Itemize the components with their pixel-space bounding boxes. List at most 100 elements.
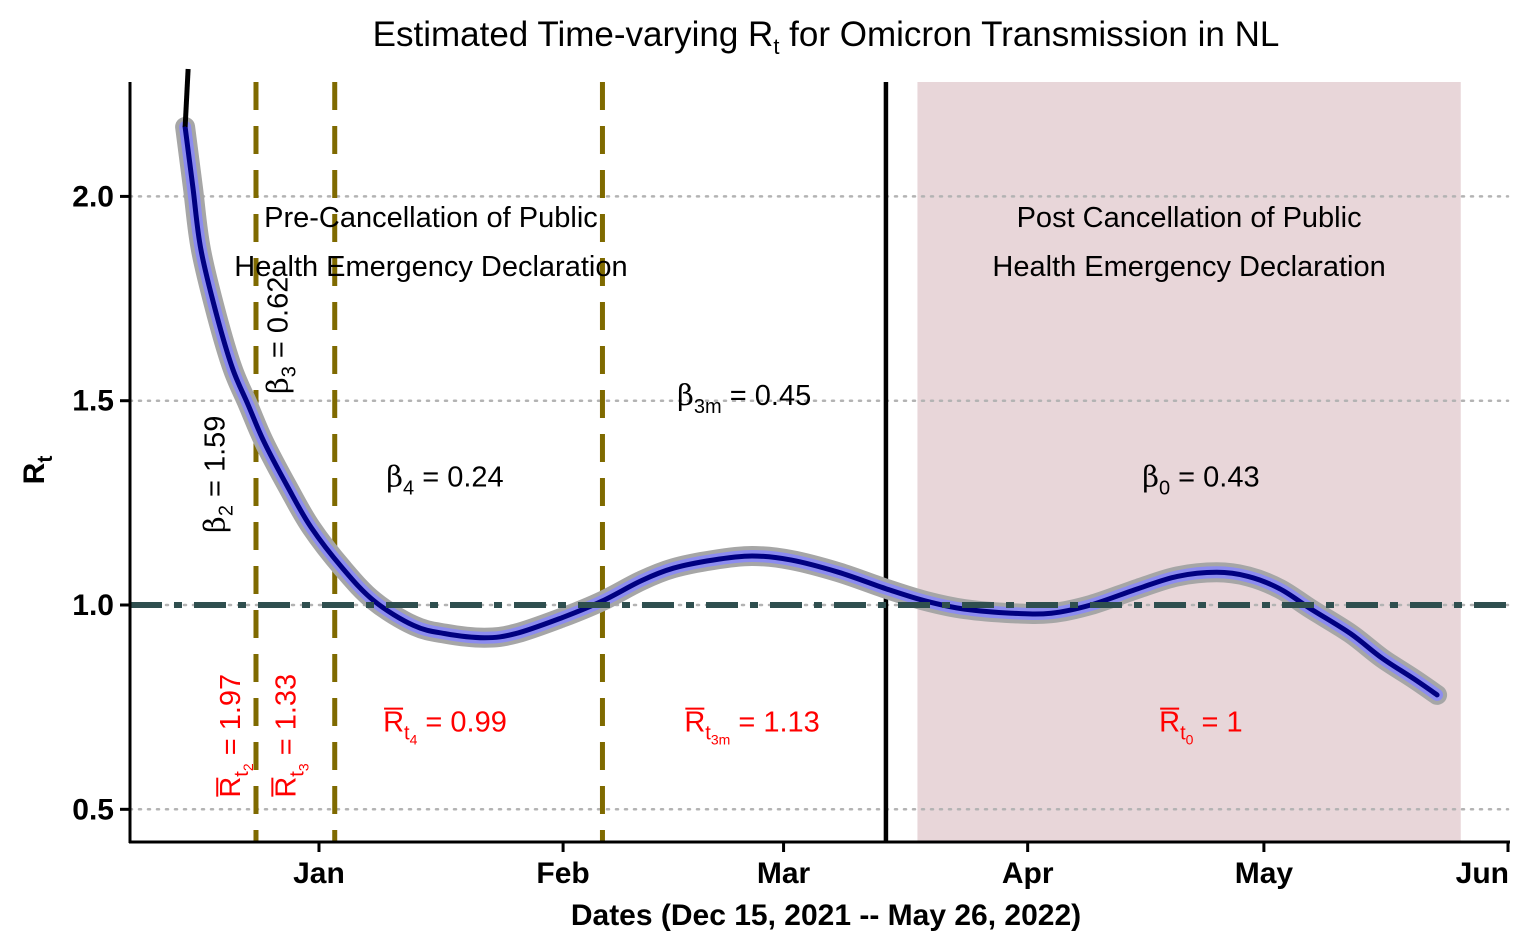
data-point-15 (515, 632, 517, 635)
series-start-segment (182, 68, 191, 128)
data-point-25 (924, 600, 927, 602)
rbar-annotation-5: Rt0 = 1 (1159, 707, 1243, 748)
beta-annotation-4: β3m = 0.45 (677, 378, 811, 418)
data-point-21 (751, 555, 753, 557)
x-tick-label-mar: Mar (757, 857, 811, 890)
beta-symbol: β (1142, 460, 1159, 494)
beta-symbol: β (260, 377, 294, 394)
beta-subscript: 3 (278, 366, 300, 377)
rbar-annotation-3: Rt4 = 0.99 (383, 707, 507, 748)
post-cancellation-shaded-region (917, 82, 1461, 842)
data-point-3 (200, 248, 202, 251)
beta-annotation-2: β3 = 0.62 (260, 277, 300, 394)
data-point-13 (444, 632, 446, 635)
beta-symbol: β (197, 516, 231, 533)
region-label-1-line1: Pre-Cancellation of Public (264, 202, 598, 234)
x-axis-label: Dates (Dec 15, 2021 -- May 26, 2022) (571, 899, 1081, 932)
data-point-38 (1412, 677, 1415, 680)
y-tick-label-1.0: 1.0 (72, 589, 114, 622)
beta-value: = 0.43 (1170, 462, 1260, 494)
rbar-symbol: R (270, 777, 302, 798)
rbar-annotation-text-1: Rt2 = 1.97 (215, 674, 256, 798)
data-point-19 (672, 567, 675, 570)
beta-value: = 0.24 (414, 462, 504, 494)
rbar-subscript: t (705, 723, 711, 745)
beta-annotation-3: β4 = 0.24 (386, 460, 503, 500)
beta-subscript: 3m (694, 396, 722, 418)
data-point-6 (247, 403, 249, 406)
data-point-14 (483, 636, 486, 639)
region-label-2-line1: Post Cancellation of Public (1017, 202, 1362, 234)
y-axis-label-main: R (18, 462, 51, 484)
beta-subscript: 2 (215, 505, 237, 516)
rbar-sub-subscript: 3 (295, 763, 311, 771)
rbar-sub-subscript: 2 (240, 763, 256, 771)
title-main: Estimated Time-varying R (373, 15, 774, 54)
data-point-22 (790, 559, 793, 561)
x-tick-label-jun: Jun (1456, 857, 1509, 890)
data-point-27 (1011, 612, 1013, 614)
beta-value: = 0.45 (722, 380, 812, 412)
beta-annotation-5: β0 = 0.43 (1142, 460, 1259, 500)
rbar-symbol: R (215, 777, 247, 798)
y-tick-label-1.5: 1.5 (72, 385, 114, 418)
rbar-annotation-4: Rt3m = 1.13 (684, 707, 819, 748)
region-label-2-line2: Health Emergency Declaration (992, 251, 1385, 283)
data-point-18 (641, 579, 643, 582)
x-tick-label-may: May (1235, 857, 1294, 890)
rbar-value: = 1.13 (730, 707, 820, 739)
y-axis-label-subscript: t (34, 456, 57, 463)
data-point-30 (1137, 587, 1139, 590)
rbar-symbol: R (684, 707, 705, 739)
beta-subscript: 0 (1159, 478, 1170, 500)
data-point-39 (1436, 694, 1438, 696)
data-point-12 (412, 624, 415, 627)
rt-series (175, 68, 1448, 705)
chart-title: Estimated Time-varying Rt for Omicron Tr… (373, 15, 1280, 59)
region-label-1-line2: Health Emergency Declaration (234, 251, 627, 283)
shaded-region-rect (917, 82, 1461, 842)
data-point-5 (231, 367, 234, 369)
rbar-annotation-text-5: Rt0 = 1 (1159, 707, 1243, 748)
data-point-7 (263, 440, 265, 443)
rbar-value: = 0.99 (417, 707, 507, 739)
y-axis-label: Rt (18, 456, 57, 485)
title-rest: for Omicron Transmission in NL (779, 15, 1279, 54)
data-point-11 (373, 600, 375, 602)
rbar-value: = 1.33 (270, 674, 302, 764)
rbar-subscript: t (404, 723, 410, 745)
annotations: Pre-Cancellation of Public Health Emergen… (197, 202, 1385, 798)
data-point-28 (1050, 612, 1053, 614)
data-point-32 (1215, 571, 1218, 574)
rbar-symbol: R (1159, 707, 1180, 739)
beta-value: = 1.59 (199, 416, 231, 506)
data-point-4 (215, 314, 218, 316)
beta-annotation-1: β2 = 1.59 (197, 416, 237, 533)
data-point-24 (885, 587, 887, 590)
rbar-annotation-2: Rt3 = 1.33 (270, 674, 311, 798)
rbar-annotation-text-3: Rt4 = 0.99 (383, 707, 507, 748)
rbar-sub-subscript: 3m (711, 732, 730, 748)
rbar-annotation-text-4: Rt3m = 1.13 (684, 707, 819, 748)
data-point-9 (310, 526, 312, 529)
data-point-23 (837, 571, 840, 574)
axes: 0.5 1.0 1.5 2.0 Jan Feb Mar Apr May Jun (72, 82, 1510, 890)
rbar-value: = 1.97 (215, 674, 247, 764)
y-tick-label-0.5: 0.5 (72, 793, 114, 826)
x-tick-label-feb: Feb (536, 857, 589, 890)
rbar-symbol: R (383, 707, 404, 739)
data-point-37 (1381, 657, 1383, 659)
data-point-2 (192, 187, 194, 190)
rbar-annotation-1: Rt2 = 1.97 (215, 674, 256, 798)
data-point-34 (1278, 587, 1281, 590)
title-subscript: t (773, 34, 779, 59)
beta-symbol: β (677, 378, 694, 412)
beta-symbol: β (386, 460, 403, 494)
data-point-17 (601, 600, 604, 602)
rbar-subscript: t (1180, 723, 1186, 745)
data-point-36 (1349, 632, 1352, 635)
data-point-16 (562, 616, 564, 619)
data-point-10 (341, 567, 344, 570)
data-point-26 (963, 608, 966, 610)
